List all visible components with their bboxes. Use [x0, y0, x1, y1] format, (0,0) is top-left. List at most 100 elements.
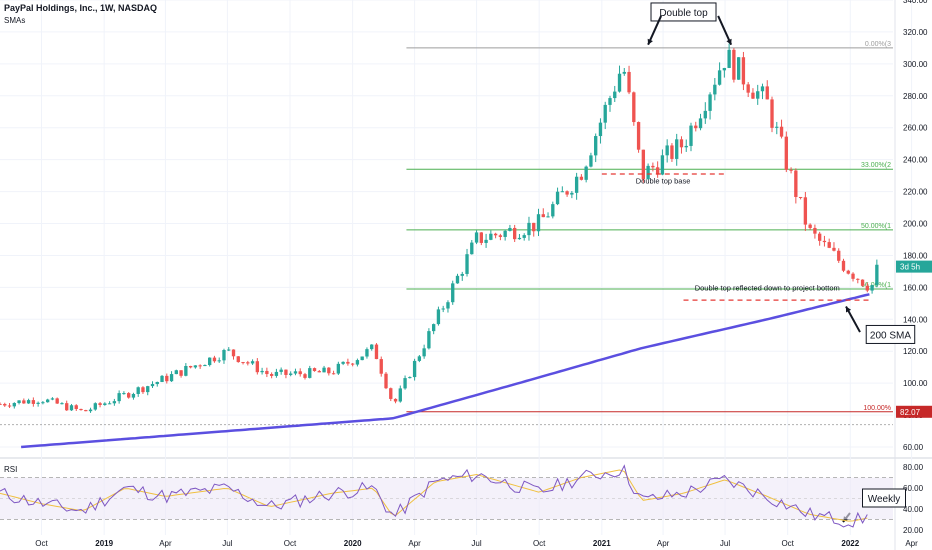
- annotation-text-box: [650, 2, 717, 22]
- candle-up: [517, 237, 522, 240]
- candle-down: [198, 365, 202, 367]
- candle-down: [246, 362, 250, 364]
- price-tick-label: 200.00: [903, 220, 928, 229]
- time-tick-label: Jul: [222, 539, 232, 548]
- candle-up: [451, 283, 455, 303]
- candle-up: [50, 398, 55, 400]
- candle-up: [131, 393, 136, 398]
- time-tick-label: 2020: [344, 539, 362, 548]
- candle-up: [360, 356, 364, 361]
- candle-up: [675, 139, 679, 159]
- candle-up: [136, 387, 140, 394]
- candle-down: [794, 170, 798, 197]
- candle-up: [589, 155, 593, 167]
- annotation-text: 200 SMA: [870, 330, 911, 341]
- price-axis-badge-label: 3d 5h: [900, 263, 920, 272]
- candle-up: [594, 136, 598, 156]
- candle-up: [370, 344, 374, 350]
- candle-up: [26, 400, 31, 404]
- candle-up: [598, 122, 603, 137]
- candle-down: [732, 49, 736, 80]
- candle-down: [327, 367, 331, 374]
- candle-up: [203, 365, 207, 367]
- candle-up: [441, 308, 445, 310]
- time-tick-label: 2019: [95, 539, 113, 548]
- time-tick-label: Jul: [720, 539, 730, 548]
- candle-down: [860, 279, 865, 286]
- candle-down: [765, 86, 769, 100]
- candle-down: [632, 92, 636, 123]
- candle-up: [522, 235, 526, 238]
- candle-down: [298, 371, 302, 375]
- candle-down: [670, 145, 674, 159]
- price-tick-label: 320.00: [903, 28, 928, 37]
- candlesticks: [0, 43, 879, 413]
- rsi-tick-label: 60.00: [903, 484, 924, 493]
- time-tick-label: Apr: [657, 539, 670, 548]
- chart-title: PayPal Holdings, Inc., 1W, NASDAQ: [4, 3, 158, 13]
- price-tick-label: 340.00: [903, 0, 928, 5]
- rsi-annotation-box: [862, 488, 906, 508]
- candle-up: [460, 273, 464, 276]
- candle-up: [760, 86, 765, 92]
- candle-up: [875, 264, 879, 286]
- candle-up: [150, 384, 155, 387]
- annotation-arrowhead: [846, 306, 852, 313]
- candle-up: [622, 71, 626, 74]
- candle-up: [756, 91, 760, 99]
- candle-down: [55, 398, 59, 404]
- candle-down: [798, 196, 803, 198]
- time-tick-label: Apr: [905, 539, 918, 548]
- candle-down: [312, 368, 317, 372]
- candle-down: [374, 344, 379, 360]
- annotation-text-box: [865, 324, 916, 344]
- candle-up: [250, 361, 255, 364]
- candle-down: [188, 365, 193, 368]
- price-axis-badge: [896, 260, 932, 273]
- candle-up: [551, 204, 555, 217]
- candle-up: [279, 369, 283, 372]
- price-tick-label: 300.00: [903, 60, 928, 69]
- candle-up: [103, 403, 107, 406]
- candle-up: [446, 302, 450, 309]
- annotation-text: Double top: [659, 8, 708, 19]
- time-tick-label: Oct: [781, 539, 794, 548]
- time-tick-label: 2022: [841, 539, 859, 548]
- candle-down: [269, 374, 274, 376]
- candle-up: [527, 222, 531, 236]
- candle-down: [165, 375, 169, 382]
- candle-down: [641, 149, 646, 180]
- candle-down: [822, 240, 827, 243]
- candle-up: [45, 399, 50, 403]
- rsi-annotation: Weekly: [868, 494, 901, 505]
- candle-down: [284, 369, 288, 375]
- candle-up: [412, 360, 417, 378]
- rsi-line: [0, 464, 868, 528]
- candle-down: [265, 370, 269, 375]
- candle-down: [346, 361, 350, 364]
- candle-up: [60, 403, 64, 405]
- candle-up: [660, 155, 665, 175]
- candle-down: [856, 278, 860, 280]
- price-tick-label: 180.00: [903, 251, 928, 260]
- candle-up: [398, 388, 402, 402]
- candle-down: [393, 398, 398, 402]
- candle-up: [184, 365, 188, 376]
- candle-up: [365, 349, 369, 357]
- candle-down: [331, 373, 336, 375]
- candle-up: [665, 145, 669, 156]
- candle-up: [227, 349, 231, 351]
- candle-down: [789, 169, 793, 171]
- price-tick-label: 240.00: [903, 156, 928, 165]
- time-tick-label: Oct: [533, 539, 546, 548]
- price-tick-label: 160.00: [903, 283, 928, 292]
- annotations: Double top Double top base Double top refl…: [636, 2, 916, 523]
- price-tick-label: 60.00: [903, 443, 924, 452]
- price-tick-label: 220.00: [903, 188, 928, 197]
- candle-up: [293, 371, 298, 374]
- candle-down: [65, 403, 69, 411]
- candle-up: [708, 94, 712, 111]
- candle-up: [689, 125, 693, 146]
- candle-up: [436, 309, 441, 325]
